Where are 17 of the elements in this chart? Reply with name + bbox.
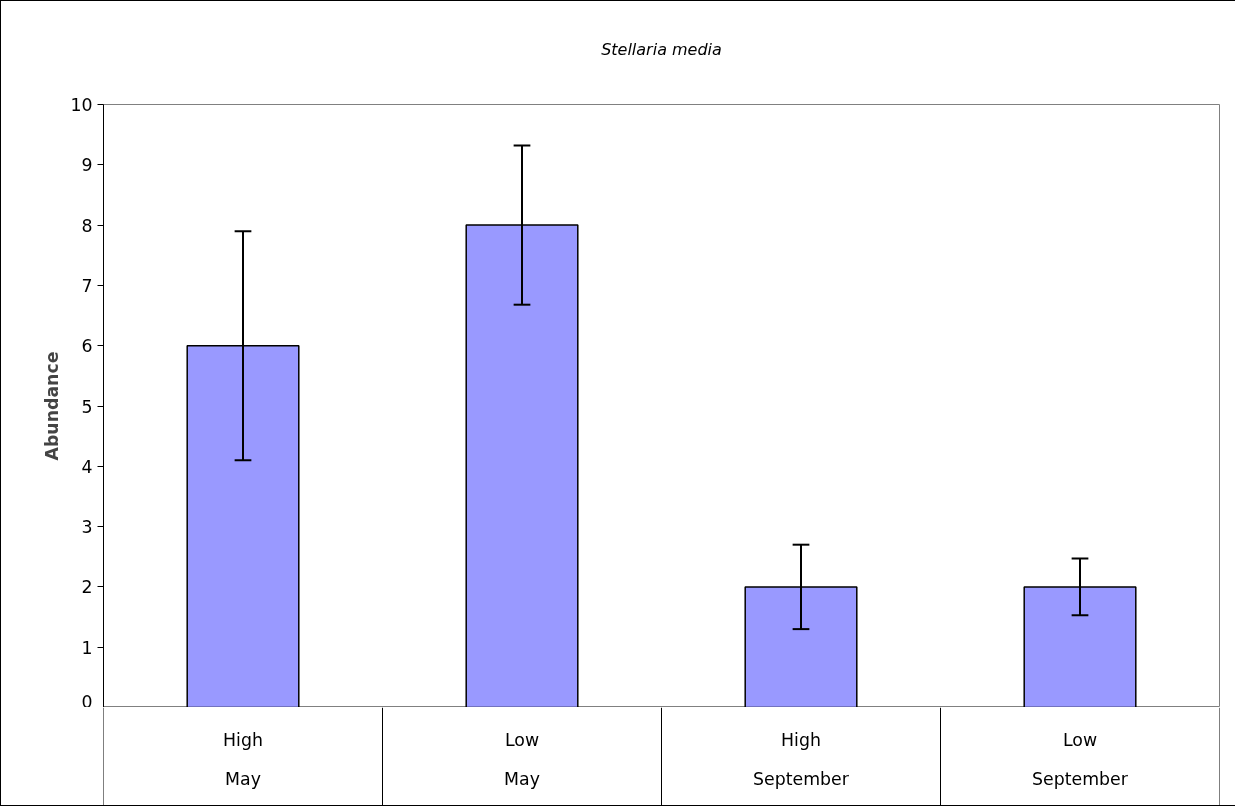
y-tick-label: 2: [81, 577, 93, 598]
x-tick-label: High September: [753, 729, 850, 790]
y-tick-label: 3: [81, 517, 93, 538]
y-tick-label: 7: [81, 275, 93, 296]
x-tick-label: Low September: [1032, 729, 1129, 790]
chart-title: Stellaria media: [601, 40, 722, 59]
y-tick-label: 1: [81, 637, 93, 658]
x-tick-label: High May: [223, 729, 263, 790]
y-tick-label: 10: [70, 95, 93, 115]
x-tick-label: Low May: [504, 729, 540, 790]
y-tick-label: 9: [81, 155, 93, 176]
y-tick-label: 4: [81, 456, 93, 477]
y-axis-title: Abundance: [42, 351, 63, 461]
y-tick-label: 0: [81, 691, 93, 712]
y-tick-label: 8: [81, 215, 93, 236]
y-tick-label: 6: [81, 336, 93, 357]
y-tick-label: 5: [81, 396, 93, 417]
